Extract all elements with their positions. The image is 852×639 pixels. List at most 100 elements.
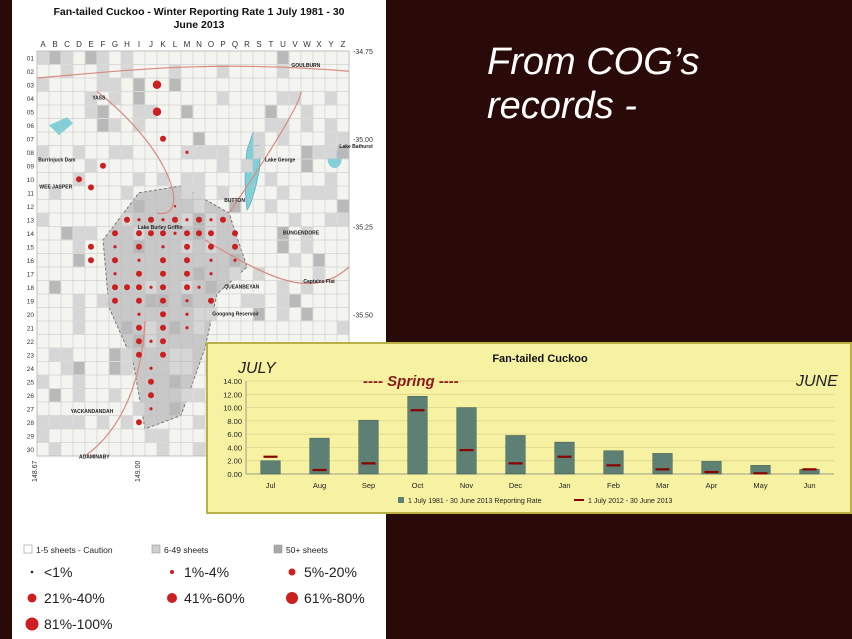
map-cell-shaded <box>325 146 337 159</box>
map-column-label: Q <box>232 40 238 49</box>
map-rate-dot <box>113 245 117 249</box>
map-row-label: 25 <box>27 380 35 387</box>
map-rate-dot <box>148 378 154 385</box>
map-cell-shaded <box>193 443 205 456</box>
map-cell-shaded <box>169 402 181 415</box>
map-place-label: YACKANDANDAH <box>71 409 114 415</box>
map-cell-shaded <box>181 105 193 118</box>
map-rate-dot <box>161 245 165 249</box>
map-rate-dot <box>148 216 154 223</box>
map-cell-shaded <box>61 348 73 361</box>
map-cell-shaded <box>265 119 277 132</box>
map-rate-dot <box>136 419 142 426</box>
legend-rate-label: <1% <box>44 564 72 580</box>
map-rate-dot <box>184 230 190 237</box>
legend-sheet-label: 50+ sheets <box>286 545 328 555</box>
map-rate-dot <box>184 270 190 277</box>
map-cell-shaded <box>289 92 301 105</box>
map-place-label: YASS <box>92 96 106 102</box>
map-cell-shaded <box>97 65 109 78</box>
map-cell-shaded <box>277 51 289 64</box>
bar-jul <box>260 460 281 475</box>
map-place-label: Googong Reservoir <box>212 312 259 318</box>
map-road <box>84 320 146 457</box>
map-rate-dot <box>136 284 142 291</box>
map-row-label: 24 <box>27 366 35 373</box>
monthly-reporting-chart: Fan-tailed Cuckoo 0.00 2.00 4.00 6.00 8.00 10.… <box>223 353 838 505</box>
map-rate-dot <box>197 285 201 289</box>
map-rate-dot <box>184 243 190 250</box>
map-cell-shaded <box>97 78 109 91</box>
x-tick-label: Apr <box>706 481 718 490</box>
map-row-label: 23 <box>27 353 35 360</box>
map-rate-dot <box>160 311 166 318</box>
map-cell-shaded <box>109 78 121 91</box>
map-cell-shaded <box>169 348 181 361</box>
map-rate-dot <box>113 272 117 276</box>
map-row-label: 17 <box>27 272 35 279</box>
map-cell-shaded <box>313 254 325 267</box>
map-title-line-1: Fan-tailed Cuckoo - Winter Reporting Rat… <box>53 6 345 18</box>
x-tick-label: Mar <box>656 481 669 490</box>
map-cell-shaded <box>145 294 157 307</box>
map-cell-shaded <box>253 308 265 321</box>
map-cell-shaded <box>277 308 289 321</box>
map-rate-dot <box>137 258 141 262</box>
map-cell-shaded <box>313 186 325 199</box>
legend-bar-swatch <box>398 497 404 503</box>
map-cell-shaded <box>253 132 265 145</box>
map-rate-dot <box>160 324 166 331</box>
map-cell-shaded <box>97 294 109 307</box>
map-cell-shaded <box>49 389 61 402</box>
map-row-label: 07 <box>27 137 35 144</box>
map-rate-dot <box>185 218 189 222</box>
y-tick-label: 2.00 <box>227 457 242 466</box>
map-rate-dot <box>112 297 118 304</box>
map-cell-shaded <box>289 213 301 226</box>
map-cell-shaded <box>277 281 289 294</box>
map-cell-shaded <box>85 159 97 172</box>
map-rate-dot <box>160 270 166 277</box>
map-cell-shaded <box>193 132 205 145</box>
map-rate-dot <box>148 392 154 399</box>
map-place-label: WEE JASPER <box>39 185 72 191</box>
bar-mar <box>652 453 673 475</box>
x-tick-label: Aug <box>313 481 326 490</box>
map-rate-dot <box>160 297 166 304</box>
y-tick-label: 4.00 <box>227 443 242 452</box>
map-rate-dot <box>160 135 166 142</box>
legend-rate-dot <box>170 570 174 574</box>
map-cell-shaded <box>73 321 85 334</box>
map-cell-shaded <box>37 213 49 226</box>
map-cell-shaded <box>97 51 109 64</box>
map-cell-shaded <box>181 173 193 186</box>
map-road <box>228 91 302 214</box>
map-cell-shaded <box>169 375 181 388</box>
map-row-label: 13 <box>27 218 35 225</box>
map-rate-dot <box>88 243 94 250</box>
map-cell-shaded <box>145 429 157 442</box>
map-cell-shaded <box>61 416 73 429</box>
chart-title: Fan-tailed Cuckoo <box>492 353 588 365</box>
map-column-label: E <box>88 40 93 49</box>
map-row-label: 30 <box>27 447 35 454</box>
map-cell-shaded <box>277 119 289 132</box>
map-rate-dot <box>173 231 177 235</box>
map-cell-shaded <box>337 200 349 213</box>
map-place-label: QUEANBEYAN <box>224 285 259 291</box>
map-rate-dot <box>160 284 166 291</box>
map-title-line-2: June 2013 <box>173 19 225 31</box>
legend-sheet-swatch <box>151 544 161 554</box>
map-rate-dot <box>149 407 153 411</box>
map-cell-shaded <box>73 294 85 307</box>
slide-title: From COG’s records - <box>487 40 827 128</box>
map-longitude-label: 148.67 <box>32 460 39 482</box>
map-cell-shaded <box>49 348 61 361</box>
map-row-label: 10 <box>27 177 35 184</box>
y-tick-label: 10.00 <box>223 404 242 413</box>
y-tick-label: 12.00 <box>223 390 242 399</box>
map-rate-dot <box>112 284 118 291</box>
map-cell-shaded <box>289 294 301 307</box>
map-cell-shaded <box>61 65 73 78</box>
